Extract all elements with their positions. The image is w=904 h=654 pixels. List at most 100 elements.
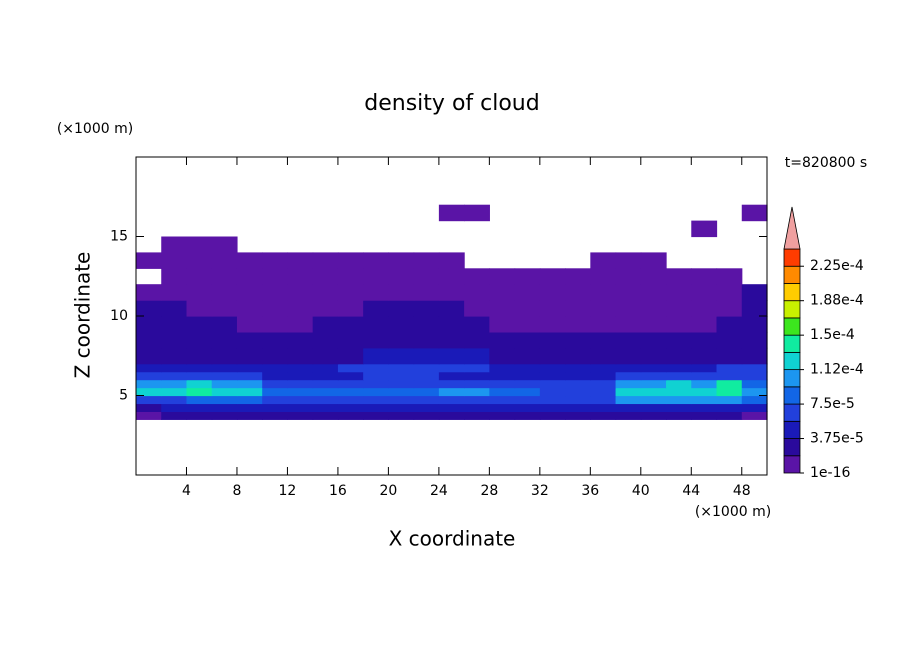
- contour-cell: [539, 284, 566, 301]
- contour-cell: [161, 236, 188, 253]
- colorbar-band: [783, 248, 801, 267]
- contour-cell: [514, 331, 541, 349]
- contour-cell: [161, 300, 188, 317]
- contour-cell: [666, 331, 692, 349]
- contour-cell: [514, 347, 541, 365]
- contour-cell: [211, 236, 238, 253]
- contour-cell: [262, 403, 289, 412]
- contour-cell: [438, 363, 465, 373]
- contour-cell: [211, 347, 238, 365]
- contour-cell: [691, 387, 718, 397]
- contour-cell: [388, 331, 415, 349]
- contour-cell: [287, 300, 314, 317]
- contour-cell: [565, 316, 591, 333]
- contour-cell: [464, 371, 490, 381]
- contour-cell: [413, 395, 440, 405]
- contour-cell: [211, 403, 238, 412]
- contour-cell: [136, 316, 162, 333]
- contour-cell: [136, 300, 162, 317]
- contour-cell: [337, 387, 364, 397]
- contour-cell: [514, 395, 541, 405]
- contour-cell: [615, 363, 642, 373]
- contour-cell: [716, 371, 743, 381]
- contour-cell: [438, 347, 465, 365]
- contour-cell: [262, 347, 289, 365]
- contour-cell: [565, 363, 591, 373]
- contour-cell: [363, 371, 389, 381]
- contour-cell: [539, 268, 566, 285]
- contour-cell: [615, 268, 642, 285]
- contour-cell: [666, 284, 692, 301]
- contour-cell: [489, 411, 516, 420]
- contour-cell: [565, 371, 591, 381]
- contour-cell: [262, 411, 289, 420]
- contour-cell: [666, 347, 692, 365]
- contour-cell: [186, 403, 213, 412]
- contour-cell: [514, 411, 541, 420]
- contour-cell: [236, 252, 263, 269]
- contour-cell: [514, 371, 541, 381]
- colorbar-extend: [783, 206, 801, 250]
- contour-cell: [590, 411, 617, 420]
- contour-cell: [413, 363, 440, 373]
- colorbar-band: [783, 265, 801, 284]
- contour-cell: [640, 268, 667, 285]
- contour-cell: [388, 395, 415, 405]
- contour-cell: [186, 411, 213, 420]
- x-tick-label: 24: [430, 483, 448, 499]
- contour-cell: [666, 371, 692, 381]
- contour-cell: [136, 371, 162, 381]
- contour-cell: [287, 379, 314, 389]
- contour-cell: [438, 252, 465, 269]
- colorbar-band: [783, 351, 801, 371]
- contour-cell: [691, 379, 718, 389]
- contour-cell: [590, 395, 617, 405]
- contour-cell: [337, 316, 364, 333]
- y-unit: (×1000 m): [57, 121, 133, 137]
- contour-cell: [413, 387, 440, 397]
- contour-cell: [590, 387, 617, 397]
- contour-cell: [615, 252, 642, 269]
- contour-cell: [211, 371, 238, 381]
- contour-cell: [186, 284, 213, 301]
- y-tick-label: 5: [119, 388, 128, 404]
- annotation: t=820800 s: [785, 155, 867, 171]
- contour-cell: [438, 403, 465, 412]
- contour-cell: [590, 331, 617, 349]
- contour-cell: [413, 403, 440, 412]
- contour-cell: [363, 284, 389, 301]
- contour-cell: [211, 395, 238, 405]
- contour-cell: [186, 363, 213, 373]
- contour-cell: [691, 316, 718, 333]
- contour-cell: [539, 387, 566, 397]
- contour-cell: [565, 300, 591, 317]
- contour-cell: [161, 379, 188, 389]
- contour-cell: [262, 379, 289, 389]
- colorbar-band: [783, 403, 801, 422]
- x-tick-label: 12: [279, 483, 297, 499]
- contour-cell: [565, 268, 591, 285]
- contour-cell: [413, 411, 440, 420]
- colorbar-tick-label: 1.12e-4: [810, 362, 864, 378]
- contour-cell: [236, 331, 263, 349]
- contour-cell: [741, 284, 768, 301]
- contour-cell: [438, 387, 465, 397]
- contour-cell: [464, 204, 490, 222]
- colorbar-tick-label: 3.75e-5: [810, 431, 864, 447]
- contour-cell: [741, 363, 768, 373]
- contour-cell: [640, 347, 667, 365]
- contour-cell: [337, 347, 364, 365]
- contour-cell: [337, 331, 364, 349]
- contour-cell: [489, 387, 516, 397]
- contour-cell: [741, 371, 768, 381]
- contour-cell: [363, 403, 389, 412]
- contour-cell: [236, 300, 263, 317]
- contour-cell: [312, 252, 339, 269]
- contour-cell: [438, 284, 465, 301]
- contour-cell: [136, 252, 162, 269]
- contour-cell: [211, 268, 238, 285]
- contour-cell: [565, 411, 591, 420]
- contour-cell: [691, 268, 718, 285]
- contour-cell: [741, 395, 768, 405]
- contour-cell: [464, 316, 490, 333]
